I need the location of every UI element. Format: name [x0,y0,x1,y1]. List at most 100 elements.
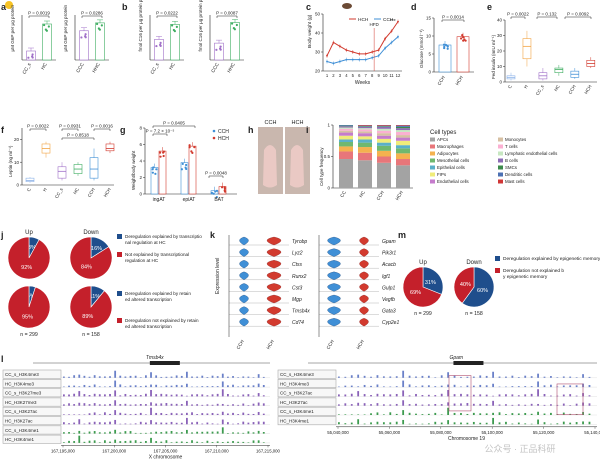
track-signal [395,403,398,406]
violin-CCH [327,236,341,246]
gene-label: Runx2 [292,274,307,280]
track-signal [517,413,520,415]
track-signal [427,413,430,415]
pie-label: 84% [81,264,92,270]
track-signal [569,394,572,397]
chart-a1-pvalue: P = 0.0019 [28,11,50,16]
legend-label: Not explained by transcriptional [125,252,189,257]
tick-label-k: CCH [326,339,335,350]
track-signal [562,421,565,425]
track-signal [262,432,265,434]
tick-label-e: C [507,83,513,89]
track-signal [232,432,234,434]
track-signal [73,414,76,415]
track-signal [78,419,81,425]
chart-c-tick-label: 30 [315,50,321,55]
pie-title: Down [466,260,481,266]
pie-caption: n = 158 [465,311,483,317]
legend-swatch [430,165,435,170]
track-signal [104,422,106,425]
gene-label: Cyp2e1 [382,320,399,326]
chart-f-ylabel: Leptin (ng ml⁻¹) [8,145,13,177]
track-signal [562,412,565,415]
legend-label: y epigenetic memory [503,274,548,280]
legend-label: regulation at HC [125,258,159,263]
data-point [100,24,103,27]
track-signal [517,395,520,397]
track-signal [109,403,111,406]
data-point [42,23,46,27]
data-point [230,22,234,25]
chart-g-pvalue: P = 0.0048 [205,171,227,176]
track-signal [160,403,163,406]
track-signal [119,404,122,406]
track-signal [370,422,372,425]
legend-swatch [117,234,122,239]
track-signal [537,419,539,425]
track-signal [550,412,552,415]
track-label: HC_H3K4me1 [280,419,310,424]
track-signal [338,386,340,388]
track-signal [588,413,591,415]
panel-letter-e: e [487,2,492,12]
track-signal [402,390,405,397]
data-point [220,186,224,189]
track-signal [170,431,173,434]
box-f-HCH [105,143,115,152]
track-signal [408,375,411,378]
chart-c-xtick: 10 [383,73,388,78]
highlight-box [448,375,472,412]
track-signal [145,440,147,443]
legend-swatch-hch [212,136,216,140]
genome-tick-label: 55,040,000 [327,430,349,435]
track-signal [511,394,514,397]
data-point [185,163,188,167]
tick-label-e: HC [553,83,561,92]
track-signal [155,441,158,443]
genome-tick-label: 55,060,000 [379,430,401,435]
chart-c-xtick: 11 [389,73,394,78]
data-point [152,166,155,169]
track-signal [232,404,234,406]
track-signal [447,407,450,415]
track-signal [98,442,101,443]
track-signal [73,393,76,397]
track-signal [472,394,475,397]
stack-segment-Adipocytes [377,150,391,157]
pie-label: 60% [477,288,488,294]
series-point-HCH [332,41,335,44]
chart-c-xtick: 9 [377,73,380,78]
violin-HCH [359,318,369,327]
track-signal [440,414,443,415]
track-signal [485,394,488,397]
track-signal [434,377,437,378]
chart-f-pvalue: P = 0.0022 [27,124,49,129]
pie-title: Up [25,230,33,236]
violin-CCH [239,306,249,315]
genome-tick-label: 55,080,000 [430,430,452,435]
track-signal [575,377,578,378]
series-point-CCH [326,60,328,63]
panel-letter-k: k [210,230,216,240]
track-signal [191,404,193,406]
track-signal [196,431,199,434]
tissue-shape [263,145,277,188]
track-signal [543,413,546,415]
bar-a1-CC_s [26,50,36,61]
series-point-HCH [339,45,341,48]
stack-segment-Adipocytes [396,153,410,160]
track-signal [505,414,507,415]
violin-HCH [359,271,369,280]
pie-caption: n = 299 [414,311,432,317]
track-signal [114,439,117,443]
track-signal [479,413,482,415]
stack-segment-Dendritic cells [396,125,410,127]
track-signal [262,403,265,406]
stack-segment-Epithelial cells [396,145,410,149]
track-signal [415,403,417,406]
track-signal [363,414,366,415]
track-signal [569,422,572,425]
legend-label: Deregulation explained by transcriptio [125,234,202,239]
legend-label: Dendritic cells [505,172,533,177]
track-signal [262,376,265,378]
